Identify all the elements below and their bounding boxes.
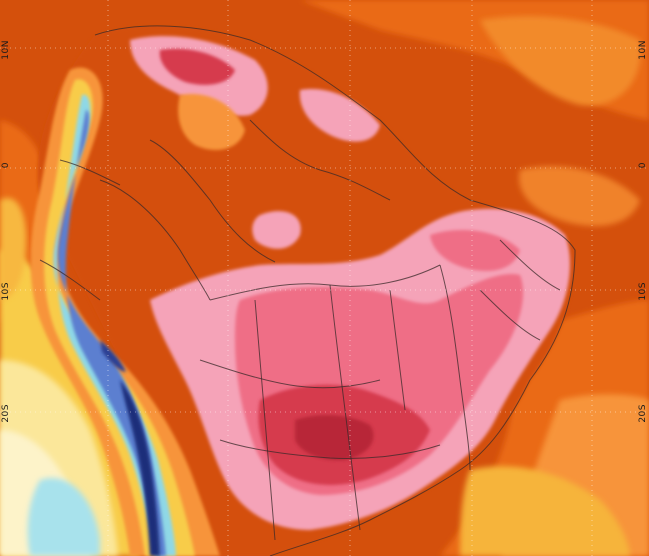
latitude-label-20s-left: 20S <box>1 404 11 423</box>
latitude-label-0-left: 0 <box>1 162 11 169</box>
political-borders <box>39 25 576 556</box>
guiana-light-orange <box>178 94 245 150</box>
ne-brazil-rose <box>430 230 520 271</box>
latitude-label-0-right: 0 <box>638 162 648 169</box>
latitude-label-10n-right: 10N <box>638 40 648 60</box>
southeast-yellow <box>460 466 630 556</box>
north-light-orange <box>480 16 641 106</box>
latitude-label-20s-right: 20S <box>638 404 648 423</box>
southwest-cyan-patch <box>27 478 101 556</box>
equatorial-orange-patches <box>519 166 640 226</box>
andes-navy <box>120 380 160 556</box>
pink-strip-ne <box>299 89 380 142</box>
amazon-pink-spots <box>252 211 301 249</box>
dark-red-core <box>295 415 374 461</box>
latitude-label-10s-left: 10S <box>1 282 11 301</box>
andes-yellow <box>44 79 195 556</box>
latitude-label-10s-right: 10S <box>638 282 648 301</box>
venezuela-red <box>159 48 235 85</box>
andes-navy-north <box>100 340 126 372</box>
coast-yellow-strip <box>0 198 27 300</box>
andes-orange-halo <box>30 67 220 556</box>
latitude-label-10n-left: 10N <box>1 40 11 60</box>
